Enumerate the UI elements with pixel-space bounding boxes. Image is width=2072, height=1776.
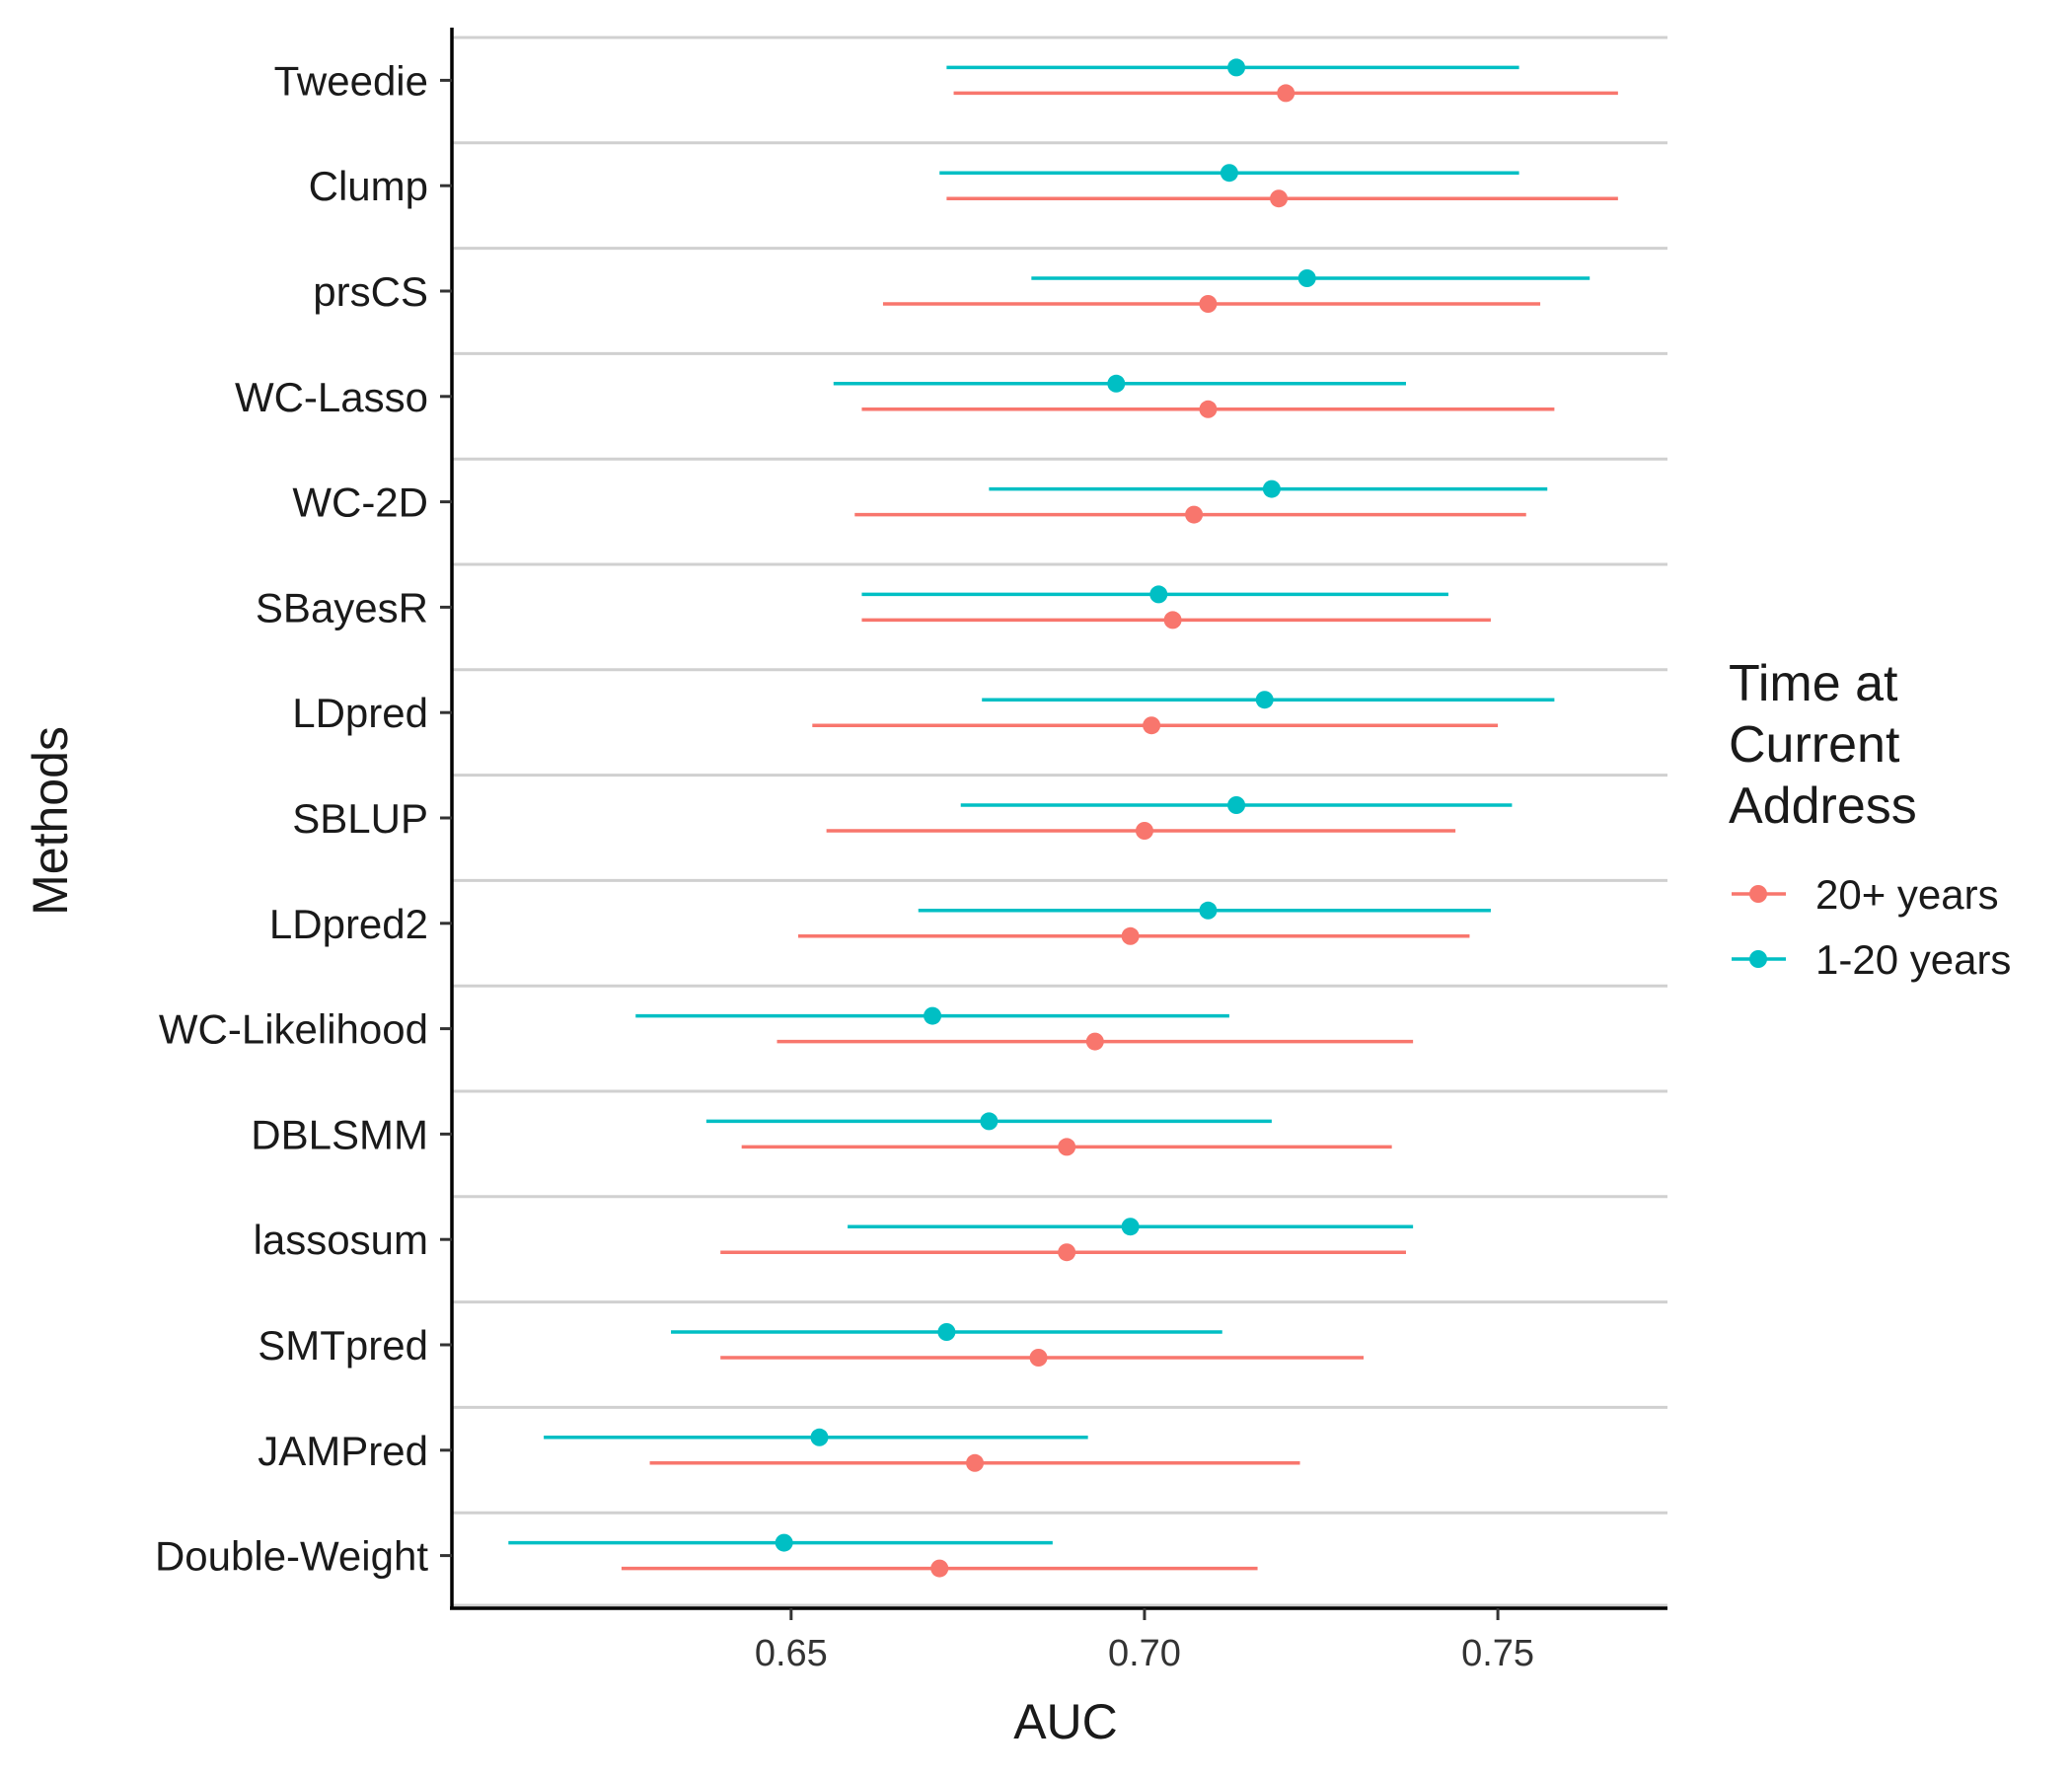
category-label: SBLUP (292, 795, 428, 842)
legend-title-line-2: Current (1729, 716, 1900, 774)
point-estimate (1121, 1218, 1140, 1236)
x-tick-label: 0.65 (755, 1633, 828, 1674)
legend-items: 20+ years 1-20 years (1732, 871, 2011, 983)
legend-title-line-1: Time at (1729, 655, 1898, 712)
point-estimate (966, 1453, 985, 1472)
legend-item: 20+ years (1732, 871, 1999, 918)
point-estimate (1058, 1138, 1076, 1156)
legend-label: 1-20 years (1815, 936, 2011, 983)
legend-item: 1-20 years (1732, 936, 2011, 983)
category-label: DBLSMM (251, 1111, 428, 1157)
point-estimate (1270, 189, 1289, 208)
point-estimate (1135, 822, 1153, 840)
category-label: WC-Likelihood (159, 1006, 428, 1053)
legend-title-line-3: Address (1729, 777, 1917, 835)
category-label: SMTpred (258, 1322, 428, 1369)
point-estimate (1220, 164, 1238, 183)
category-label: Double-Weight (155, 1533, 428, 1580)
series-one-to-twenty-years (508, 58, 1591, 1552)
point-estimate (1227, 796, 1246, 814)
category-label: lassosum (254, 1217, 428, 1263)
point-estimate (1058, 1243, 1076, 1262)
point-estimate (1277, 84, 1295, 103)
series-layer (508, 58, 1618, 1578)
legend-label: 20+ years (1815, 871, 1999, 918)
point-estimate (1143, 716, 1161, 735)
point-estimate (1199, 400, 1218, 418)
point-estimate (1199, 901, 1218, 920)
grid-lines (452, 36, 1667, 1607)
category-label: Clump (309, 163, 428, 209)
series-twenty-plus-years (621, 84, 1618, 1578)
point-estimate (1199, 295, 1218, 313)
legend: Time at Current Address 20+ years 1-20 ye… (1729, 655, 2011, 983)
point-estimate (1149, 585, 1168, 604)
x-axis-title: AUC (1013, 1694, 1118, 1749)
category-label: SBayesR (256, 584, 428, 630)
category-label: WC-Lasso (235, 374, 428, 420)
x-tick-label: 0.70 (1108, 1633, 1181, 1674)
point-estimate (980, 1112, 999, 1131)
point-estimate (810, 1428, 829, 1446)
point-estimate (1107, 374, 1126, 393)
point-estimate (1262, 480, 1281, 498)
point-estimate (1121, 926, 1140, 945)
category-label: Tweedie (274, 57, 428, 104)
point-estimate (1185, 505, 1204, 524)
legend-key-point (1749, 885, 1767, 903)
point-estimate (937, 1323, 956, 1341)
category-labels: Tweedie Clump prsCS WC-Lasso WC-2D SBayesR LDp… (155, 57, 452, 1580)
category-label: prsCS (313, 268, 428, 315)
point-estimate (1227, 58, 1246, 77)
point-estimate (924, 1006, 942, 1025)
category-label: WC-2D (292, 480, 428, 526)
axes: 0.65 0.70 0.75 (450, 28, 1667, 1674)
point-estimate (1163, 611, 1182, 629)
point-estimate (775, 1533, 793, 1552)
category-label: LDpred (292, 690, 428, 736)
legend-key-point (1749, 950, 1767, 968)
point-estimate (1297, 269, 1316, 287)
point-estimate (1255, 691, 1274, 709)
y-axis-title: Methods (23, 726, 78, 916)
point-estimate (1085, 1032, 1104, 1051)
category-label: JAMPred (258, 1428, 428, 1474)
point-estimate (1029, 1349, 1048, 1367)
category-label: LDpred2 (269, 901, 428, 947)
point-estimate (930, 1559, 949, 1578)
x-tick-label: 0.75 (1461, 1633, 1534, 1674)
